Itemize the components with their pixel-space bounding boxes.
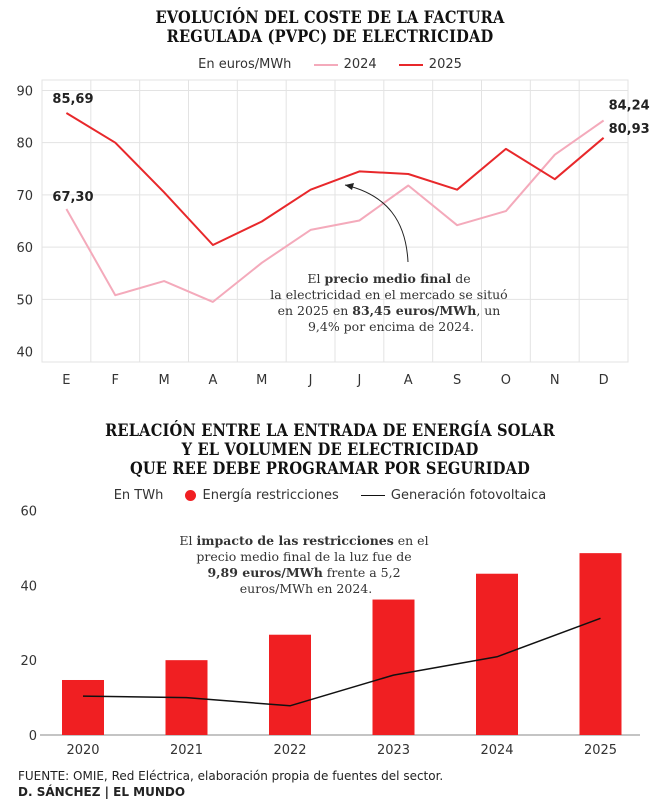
chart1-legend: En euros/MWh 2024 2025 <box>0 57 660 72</box>
chart2-xtick-label: 2023 <box>377 743 410 758</box>
bar-restricciones-2025 <box>579 553 622 735</box>
chart1-xtick-label: S <box>453 373 461 388</box>
legend-label-2024: 2024 <box>343 57 377 72</box>
annotation-line1: El precio medio final de <box>307 271 470 286</box>
bar-restricciones-2021 <box>165 660 208 735</box>
chart1-title-line1: EVOLUCIÓN DEL COSTE DE LA FACTURA <box>155 8 505 28</box>
legend-swatch-2024 <box>313 63 338 66</box>
legend-item-2025: 2025 <box>398 57 462 72</box>
bar-restricciones-2024 <box>476 573 518 735</box>
chart2-title-line3: QUE REE DEBE PROGRAMAR POR SEGURIDAD <box>129 459 531 479</box>
chart2-xtick-label: 2024 <box>480 743 513 758</box>
legend-item-restricciones: Energía restricciones <box>185 488 339 503</box>
chart2-title-line2: Y EL VOLUMEN DE ELECTRICIDAD <box>181 440 479 460</box>
chart1-xtick-label: N <box>550 373 560 388</box>
annotation-arrow <box>344 183 409 263</box>
annotation-arrow-head <box>345 183 354 190</box>
series-line-2024 <box>65 119 605 303</box>
chart2-xtick-label: 2020 <box>66 743 99 758</box>
chart2-ytick-label: 0 <box>29 729 37 744</box>
bar-restricciones-2020 <box>62 679 104 735</box>
chart1-xtick-label: J <box>356 373 361 388</box>
annotation2-line3: 9,89 euros/MWh frente a 5,2 <box>207 565 400 580</box>
annotation-line4: 9,4% por encima de 2024. <box>308 319 474 334</box>
series-line-2025 <box>65 112 605 246</box>
annotation-line3: en 2025 en 83,45 euros/MWh, un <box>278 303 501 318</box>
bar-restricciones-2022 <box>269 634 311 735</box>
legend-swatch-fotovoltaica <box>360 495 385 496</box>
legend-swatch-2025 <box>398 63 423 66</box>
chart2-xtick-label: 2021 <box>170 743 203 758</box>
annotation2-line1: El impacto de las restricciones en el <box>179 533 428 548</box>
chart1-ytick-label: 40 <box>16 346 33 361</box>
chart2-xtick-label: 2025 <box>584 743 617 758</box>
chart1-plot: 40 50 60 70 80 90 E F M A M J J A S O N D 85,69 67,30 84,24… <box>16 79 650 388</box>
chart1-ytick-label: 70 <box>16 189 33 204</box>
annotation-arrow-curve <box>344 184 409 263</box>
legend-swatch-restricciones <box>185 490 197 501</box>
chart2-ytick-label: 60 <box>20 504 37 519</box>
legend-label-restricciones: Energía restricciones <box>202 488 339 503</box>
chart1-title: EVOLUCIÓN DEL COSTE DE LA FACTURA REGULA… <box>46 9 614 47</box>
chart1-xtick-label: A <box>404 373 413 388</box>
legend-item-2024: 2024 <box>313 57 377 72</box>
chart1-data-label: 84,24 <box>609 99 650 114</box>
chart1-xtick-label: A <box>208 373 217 388</box>
chart2-legend: En TWh Energía restricciones Generación … <box>0 488 660 503</box>
chart1-xtick-label: O <box>501 373 511 388</box>
legend-item-fotovoltaica: Generación fotovoltaica <box>360 488 547 503</box>
chart1-xtick-label: M <box>256 373 267 388</box>
chart1-unit-label: En euros/MWh <box>198 57 292 72</box>
series-line-fotovoltaica <box>82 617 601 707</box>
chart2-xtick-label: 2022 <box>273 743 306 758</box>
chart2-title-line1: RELACIÓN ENTRE LA ENTRADA DE ENERGÍA SOL… <box>105 421 555 441</box>
chart2-ytick-label: 40 <box>20 579 37 594</box>
chart1-ytick-label: 90 <box>16 84 33 99</box>
chart1-data-label: 85,69 <box>52 92 93 107</box>
annotation2-line2: precio medio final de la luz fue de <box>196 549 411 564</box>
annotation-line2: la electricidad en el mercado se situó <box>270 287 507 302</box>
source-note: FUENTE: OMIE, Red Eléctrica, elaboración… <box>18 769 444 783</box>
chart2-unit-label: En TWh <box>113 488 164 503</box>
chart1-ytick-label: 60 <box>16 241 33 256</box>
annotation2-line4: euros/MWh en 2024. <box>240 581 372 596</box>
chart1-xtick-label: J <box>308 373 313 388</box>
chart1-xtick-label: F <box>112 373 119 388</box>
chart1-xtick-label: M <box>158 373 169 388</box>
chart1-data-label: 67,30 <box>52 190 93 205</box>
chart2-annotation: El impacto de las restricciones en el pr… <box>179 533 432 596</box>
chart2-title: RELACIÓN ENTRE LA ENTRADA DE ENERGÍA SOL… <box>46 422 614 479</box>
credit-note: D. SÁNCHEZ | EL MUNDO <box>18 785 186 799</box>
chart1-xtick-label: D <box>599 373 609 388</box>
bar-restricciones-2023 <box>372 599 415 735</box>
chart1-xtick-label: E <box>62 373 70 388</box>
chart1-title-line2: REGULADA (PVPC) DE ELECTRICIDAD <box>166 27 494 47</box>
legend-label-2025: 2025 <box>428 57 462 72</box>
chart1-data-label: 80,93 <box>609 122 650 137</box>
chart1-ytick-label: 50 <box>16 293 33 308</box>
chart1-annotation: El precio medio final de la electricidad… <box>270 271 511 334</box>
legend-label-fotovoltaica: Generación fotovoltaica <box>390 488 547 503</box>
chart1-ytick-label: 80 <box>16 137 33 152</box>
chart2-ytick-label: 20 <box>20 654 37 669</box>
